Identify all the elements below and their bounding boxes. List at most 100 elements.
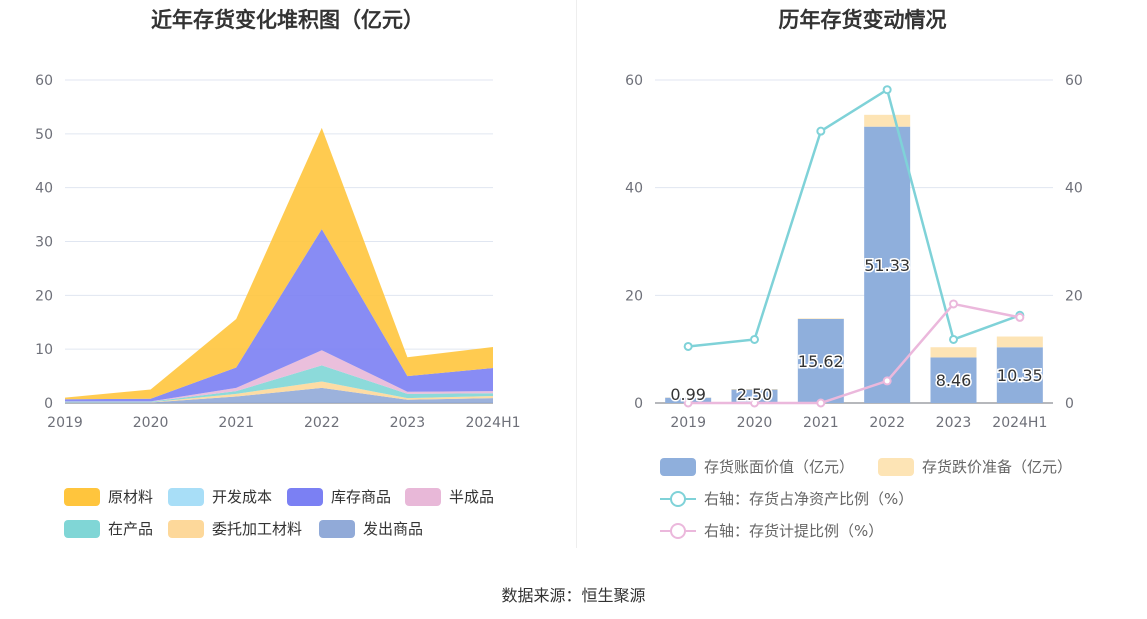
right-y-tick-label: 0: [634, 396, 643, 412]
left-y-tick-label: 30: [35, 235, 53, 251]
left-y-tick-label: 60: [35, 73, 53, 89]
left-legend-item[interactable]: 在产品: [64, 518, 153, 539]
area-series-6: [65, 127, 493, 400]
area-series-3: [65, 350, 493, 402]
right-legend-item[interactable]: 存货跌价准备（亿元）: [878, 456, 1072, 477]
right-y2-tick-label: 20: [1065, 288, 1083, 304]
area-series-4: [65, 229, 493, 402]
bar-book-value: [731, 389, 778, 403]
legend-label: 存货账面价值（亿元）: [704, 458, 855, 476]
right-legend-item[interactable]: 右轴：存货计提比例（%）: [660, 520, 883, 541]
left-y-tick-label: 10: [35, 342, 53, 358]
line-point: [816, 398, 826, 408]
legend-swatch: [878, 457, 914, 476]
right-y2-tick-label: 40: [1065, 181, 1083, 197]
bar-impairment-provision: [996, 336, 1043, 348]
right-x-tick-label: 2021: [803, 415, 839, 431]
right-x-tick-label: 2023: [936, 415, 972, 431]
left-y-tick-label: 50: [35, 127, 53, 143]
bar-impairment-provision: [930, 347, 977, 358]
legend-label: 右轴：存货占净资产比例（%）: [704, 490, 914, 508]
legend-label: 原材料: [108, 488, 154, 506]
bar-book-value: [930, 357, 977, 403]
right-legend-item[interactable]: 右轴：存货占净资产比例（%）: [660, 488, 913, 509]
bar-data-label: 8.46: [936, 371, 972, 390]
line-point: [1015, 312, 1025, 322]
legend-label: 委托加工材料: [212, 520, 303, 538]
bar-impairment-provision: [864, 114, 911, 127]
left-y-tick-label: 40: [35, 181, 53, 197]
line-point: [683, 341, 693, 351]
data-source-note: 数据来源：恒生聚源: [501, 586, 646, 605]
left-y-tick-label: 20: [35, 288, 53, 304]
line-point: [816, 126, 826, 136]
bar-book-value: [996, 347, 1043, 403]
left-x-tick-label: 2019: [47, 415, 83, 431]
legend-label: 在产品: [108, 520, 154, 538]
legend-swatch: [287, 487, 323, 506]
left-x-tick-label: 2024H1: [465, 415, 520, 431]
bar-data-label: 15.62: [798, 352, 844, 371]
right-x-tick-label: 2022: [869, 415, 905, 431]
left-x-tick-label: 2022: [304, 415, 340, 431]
bar-book-value: [864, 126, 911, 404]
left-chart-legend: 原材料 开发成本 库存商品 半成品在产品 委托加工材料 发出商品: [64, 486, 494, 539]
bar-data-label: 0.99: [670, 385, 706, 404]
legend-swatch: [64, 487, 100, 506]
bar-impairment-provision: [797, 318, 844, 319]
right-legend-item[interactable]: 存货账面价值（亿元）: [660, 456, 854, 477]
legend-swatch: [168, 487, 204, 506]
line-point: [750, 334, 759, 344]
bar-data-label: 51.33: [864, 256, 910, 275]
left-chart-title: 近年存货变化堆积图（亿元）: [151, 8, 424, 32]
legend-swatch: [405, 487, 441, 506]
legend-label: 右轴：存货计提比例（%）: [704, 522, 884, 540]
bar-book-value: [797, 318, 844, 403]
legend-swatch: [660, 490, 696, 508]
legend-swatch: [168, 519, 204, 538]
legend-swatch: [660, 457, 696, 476]
left-legend-item[interactable]: 发出商品: [319, 518, 423, 539]
line-point: [949, 334, 958, 344]
right-y-tick-label: 40: [625, 181, 643, 197]
bar-data-label: 10.35: [997, 366, 1043, 385]
line-point: [949, 299, 958, 309]
line-point: [882, 85, 892, 95]
right-y2-tick-label: 0: [1065, 396, 1074, 412]
line-point: [882, 376, 892, 386]
panel-divider: [576, 0, 577, 548]
line-point: [683, 398, 693, 408]
legend-swatch: [319, 519, 355, 538]
right-x-tick-label: 2024H1: [992, 415, 1047, 431]
line-series-0: [688, 87, 1021, 348]
area-series-0: [65, 387, 493, 403]
bar-impairment-provision: [731, 389, 778, 390]
right-chart-title: 历年存货变动情况: [778, 8, 947, 32]
legend-swatch: [660, 522, 696, 540]
legend-swatch: [64, 519, 100, 538]
left-legend-item[interactable]: 库存商品: [287, 486, 391, 507]
legend-label: 发出商品: [363, 520, 424, 538]
right-y-tick-label: 60: [625, 73, 643, 89]
left-x-tick-label: 2020: [133, 415, 169, 431]
left-y-tick-label: 0: [44, 396, 53, 412]
legend-label: 存货跌价准备（亿元）: [922, 458, 1073, 476]
left-x-tick-label: 2023: [390, 415, 426, 431]
right-y2-tick-label: 60: [1065, 73, 1083, 89]
area-series-1: [65, 381, 493, 403]
line-series-1: [688, 302, 1021, 405]
left-legend-item[interactable]: 开发成本: [168, 486, 272, 507]
right-x-tick-label: 2020: [737, 415, 773, 431]
left-legend-item[interactable]: 原材料: [64, 486, 153, 507]
legend-label: 半成品: [449, 488, 495, 506]
left-x-tick-label: 2021: [218, 415, 254, 431]
line-point: [750, 398, 759, 408]
bar-data-label: 2.50: [737, 385, 773, 404]
legend-label: 开发成本: [212, 488, 273, 506]
left-legend-item[interactable]: 委托加工材料: [168, 518, 302, 539]
left-legend-item[interactable]: 半成品: [405, 486, 494, 507]
right-y-tick-label: 20: [625, 288, 643, 304]
legend-label: 库存商品: [331, 488, 392, 506]
